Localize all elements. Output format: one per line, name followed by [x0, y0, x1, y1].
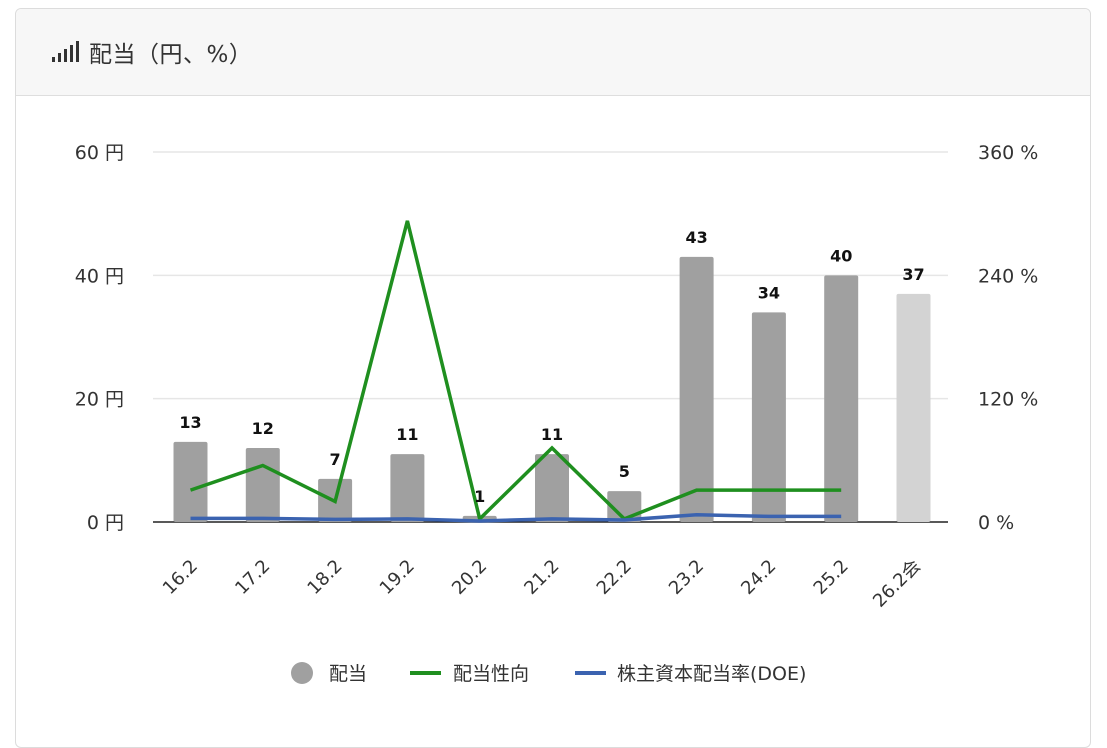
- bar-value-label: 34: [758, 283, 780, 302]
- bar: [679, 256, 714, 522]
- bar-value-label: 13: [179, 413, 201, 432]
- series-line: [189, 220, 842, 523]
- bar-value-label: 37: [902, 265, 924, 284]
- bar-value-label: 7: [330, 450, 341, 469]
- bar-value-label: 11: [396, 425, 418, 444]
- x-tick-label: 23.2: [665, 556, 708, 599]
- legend-label: 株主資本配当率(DOE): [617, 663, 806, 685]
- x-tick-label: 19.2: [376, 556, 419, 599]
- x-tick-label: 24.2: [737, 556, 780, 599]
- bar-value-label: 12: [252, 419, 274, 438]
- y-right-tick-label: 0 %: [978, 512, 1014, 534]
- y-left-tick-label: 40 円: [75, 265, 124, 287]
- x-tick-label: 22.2: [593, 556, 636, 599]
- dividend-chart: 0 円 0 % 20 円 120 % 40 円 240 % 60 円 360 % 13 12 7 1…: [75, 142, 1039, 685]
- y-left-tick-label: 20 円: [75, 389, 124, 411]
- bar: [824, 275, 859, 522]
- x-tick-label: 26.2会: [869, 556, 925, 612]
- bar: [896, 293, 931, 522]
- y-right-tick-label: 240 %: [978, 265, 1038, 287]
- bar: [535, 454, 569, 522]
- x-tick-label: 17.2: [231, 556, 274, 599]
- x-tick-label: 25.2: [810, 556, 853, 599]
- x-tick-label: 18.2: [303, 556, 346, 599]
- y-left-tick-label: 0 円: [87, 512, 124, 534]
- bar: [751, 312, 786, 522]
- bar-value-label: 5: [619, 462, 630, 481]
- y-right-tick-label: 360 %: [978, 142, 1038, 164]
- series-line: [190, 513, 842, 523]
- bar-value-label: 1: [474, 487, 485, 506]
- legend-label: 配当性向: [453, 663, 529, 685]
- x-tick-label: 16.2: [159, 556, 202, 599]
- y-left-tick-label: 60 円: [75, 142, 124, 164]
- panel-title: 配当（円、%）: [89, 42, 253, 68]
- bar: [173, 441, 208, 522]
- bar: [245, 448, 280, 522]
- signal-bars-icon: [52, 41, 79, 62]
- bar-value-label: 40: [830, 246, 852, 265]
- panel-header: 配当（円、%）: [16, 9, 1090, 96]
- y-right-tick-label: 120 %: [978, 389, 1038, 411]
- legend-marker-bar: [291, 662, 313, 684]
- bar-value-label: 11: [541, 425, 563, 444]
- bar-value-label: 43: [685, 228, 707, 247]
- x-tick-label: 20.2: [448, 556, 491, 599]
- legend-label: 配当: [329, 663, 367, 685]
- bar: [390, 454, 425, 522]
- x-tick-label: 21.2: [520, 556, 563, 599]
